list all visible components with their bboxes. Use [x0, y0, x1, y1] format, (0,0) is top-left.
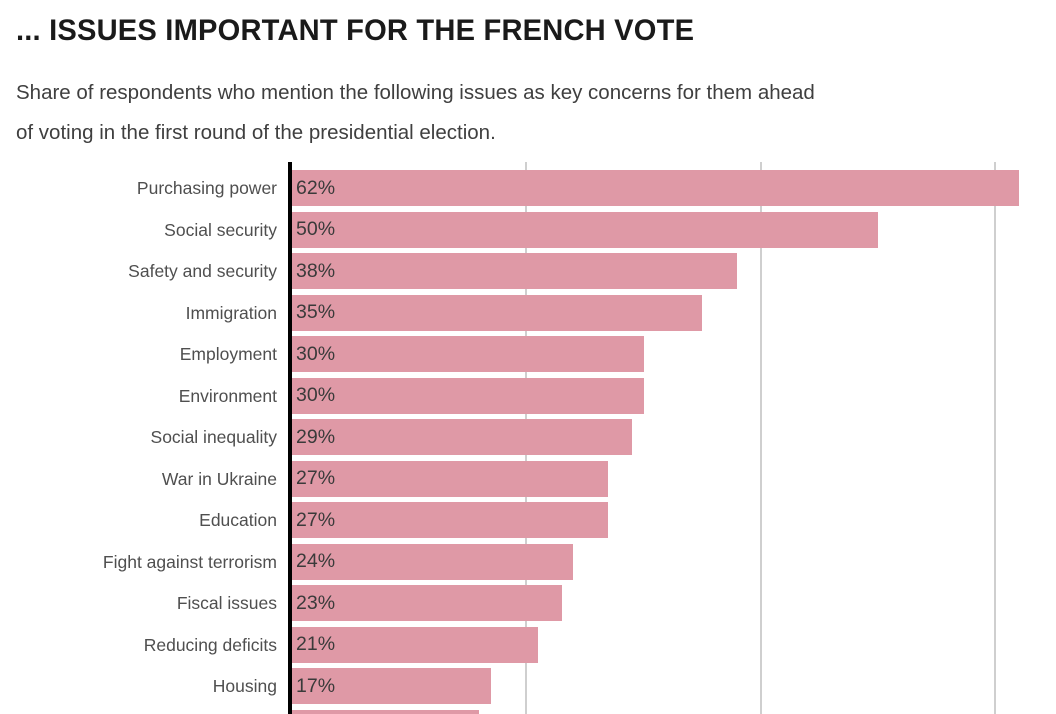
category-label: Environment [178, 385, 277, 406]
chart-row: Purchasing power 62% [0, 170, 1056, 206]
category-label: Employment [179, 344, 277, 364]
bar: 27% [292, 502, 609, 538]
bar: 38% [292, 253, 738, 289]
bar: 62% [292, 170, 1019, 206]
chart-row [0, 709, 1056, 714]
category-label: Fiscal issues [176, 593, 277, 613]
value-label: 21% [296, 633, 336, 655]
bar-track: 27% [292, 460, 1056, 497]
category-label [0, 710, 277, 714]
value-label: 50% [296, 218, 336, 240]
chart-row: Safety and security 38% [0, 253, 1056, 289]
category-label: Housing [212, 676, 277, 696]
value-label: 29% [296, 425, 336, 448]
value-label: 62% [296, 176, 336, 199]
chart-title: ... ISSUES IMPORTANT FOR THE FRENCH VOTE [16, 14, 695, 47]
bar-track: 38% [292, 253, 1056, 289]
chart-row: Employment 30% [0, 336, 1056, 372]
value-label: 38% [296, 259, 336, 282]
chart-subtitle: Share of respondents who mention the fol… [16, 73, 1046, 153]
chart-row: Social inequality 29% [0, 419, 1056, 455]
y-axis-line [288, 162, 292, 714]
bar-track [292, 709, 1056, 714]
category-label: Safety and security [128, 261, 277, 281]
chart-row: Fiscal issues 23% [0, 585, 1056, 621]
bar: 30% [292, 377, 644, 414]
value-label: 23% [296, 591, 336, 614]
bar-chart: Purchasing power 62% Social security 50%… [0, 162, 1056, 714]
bar: 17% [292, 668, 492, 704]
bar-track: 62% [292, 170, 1056, 206]
category-label: Education [199, 510, 277, 530]
chart-row: Immigration 35% [0, 294, 1056, 331]
value-label: 35% [296, 301, 336, 323]
chart-row: War in Ukraine 27% [0, 460, 1056, 497]
chart-row: Social security 50% [0, 211, 1056, 248]
value-label: 27% [296, 467, 336, 489]
bar: 27% [292, 460, 609, 497]
bar-track: 30% [292, 377, 1056, 414]
value-label: 27% [296, 508, 336, 531]
chart-rows: Purchasing power 62% Social security 50%… [0, 162, 1056, 714]
category-label: War in Ukraine [161, 468, 277, 489]
gridline-40 [759, 162, 762, 714]
category-label: Fight against terrorism [102, 551, 277, 572]
gridline-60 [994, 162, 997, 714]
bar-track: 24% [292, 543, 1056, 580]
bar-track: 50% [292, 211, 1056, 248]
bar: 30% [292, 336, 644, 372]
value-label: 17% [296, 674, 336, 697]
bar: 24% [292, 543, 574, 580]
chart-row: Reducing deficits 21% [0, 626, 1056, 663]
chart-row: Environment 30% [0, 377, 1056, 414]
bar: 35% [292, 294, 703, 331]
bar: 29% [292, 419, 632, 455]
chart-subtitle-line-1: Share of respondents who mention the fol… [16, 81, 815, 104]
value-label: 24% [296, 550, 336, 572]
bar: 50% [292, 211, 878, 248]
bar-track: 30% [292, 336, 1056, 372]
chart-row: Fight against terrorism 24% [0, 543, 1056, 580]
category-label: Social security [164, 219, 277, 240]
bar-track: 29% [292, 419, 1056, 455]
value-label: 30% [296, 342, 336, 365]
bar-track: 35% [292, 294, 1056, 331]
category-label: Immigration [185, 302, 277, 323]
bar-track: 21% [292, 626, 1056, 663]
bar: 21% [292, 626, 539, 663]
category-label: Social inequality [150, 427, 277, 447]
chart-row: Housing 17% [0, 668, 1056, 704]
chart-row: Education 27% [0, 502, 1056, 538]
chart-subtitle-line-2: of voting in the first round of the pres… [16, 121, 496, 144]
bar: 23% [292, 585, 562, 621]
value-label: 30% [296, 384, 336, 406]
category-label: Reducing deficits [143, 634, 277, 655]
category-label: Purchasing power [136, 178, 277, 198]
bar-track: 17% [292, 668, 1056, 704]
bar [292, 709, 480, 714]
bar-track: 23% [292, 585, 1056, 621]
bar-track: 27% [292, 502, 1056, 538]
